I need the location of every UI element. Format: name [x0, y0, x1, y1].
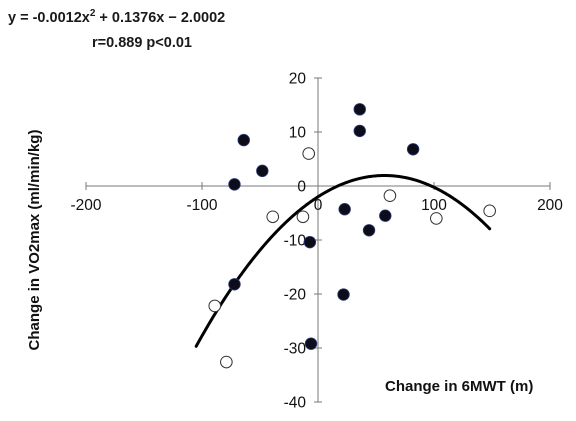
open-data-point — [302, 147, 316, 160]
x-tick-label: -100 — [186, 197, 217, 214]
filled-data-point — [228, 178, 241, 191]
open-data-point — [220, 355, 233, 369]
x-tick-label: -200 — [70, 197, 101, 214]
filled-data-point — [304, 337, 318, 350]
y-tick-label: -30 — [284, 341, 307, 358]
y-tick-labels: 20 10 0 -10 -20 -30 -40 — [284, 71, 307, 412]
regression-equation: y = -0.0012x2 + 0.1376x − 2.0002 — [8, 8, 225, 26]
filled-data-point — [303, 235, 317, 249]
y-tick-label: 20 — [289, 71, 307, 88]
open-data-point — [483, 204, 496, 218]
y-axis-title: Change in VO2max (ml/min/kg) — [26, 130, 43, 351]
open-data-point — [266, 210, 280, 224]
open-data-point — [208, 299, 222, 313]
y-tick-label: -20 — [284, 287, 307, 304]
filled-data-point — [338, 203, 351, 216]
filled-data-point — [362, 224, 376, 237]
x-axis-title: Change in 6MWT (m) — [385, 378, 533, 395]
y-tick-label: 10 — [289, 125, 307, 142]
filled-data-point — [353, 124, 366, 138]
data-points — [208, 103, 496, 369]
filled-data-point — [406, 143, 420, 156]
y-tick-label: -40 — [284, 395, 307, 412]
x-tick-label: 200 — [537, 197, 563, 214]
filled-data-point — [353, 103, 366, 116]
x-tick-labels: -200 -100 0 100 200 — [70, 197, 563, 214]
open-data-point — [430, 212, 443, 225]
filled-data-point — [228, 278, 241, 291]
open-data-point — [296, 210, 310, 224]
regression-curve — [194, 174, 492, 348]
y-tick-label: 0 — [297, 179, 306, 196]
filled-data-point — [237, 133, 250, 147]
correlation-stats: r=0.889 p<0.01 — [92, 35, 192, 51]
x-tick-label: 100 — [421, 197, 447, 214]
y-tick-label: -10 — [284, 233, 307, 250]
filled-data-point — [337, 288, 350, 301]
filled-data-point — [256, 164, 269, 178]
filled-data-point — [379, 209, 392, 222]
x-tick-label: 0 — [314, 197, 323, 214]
open-data-point — [383, 189, 397, 203]
